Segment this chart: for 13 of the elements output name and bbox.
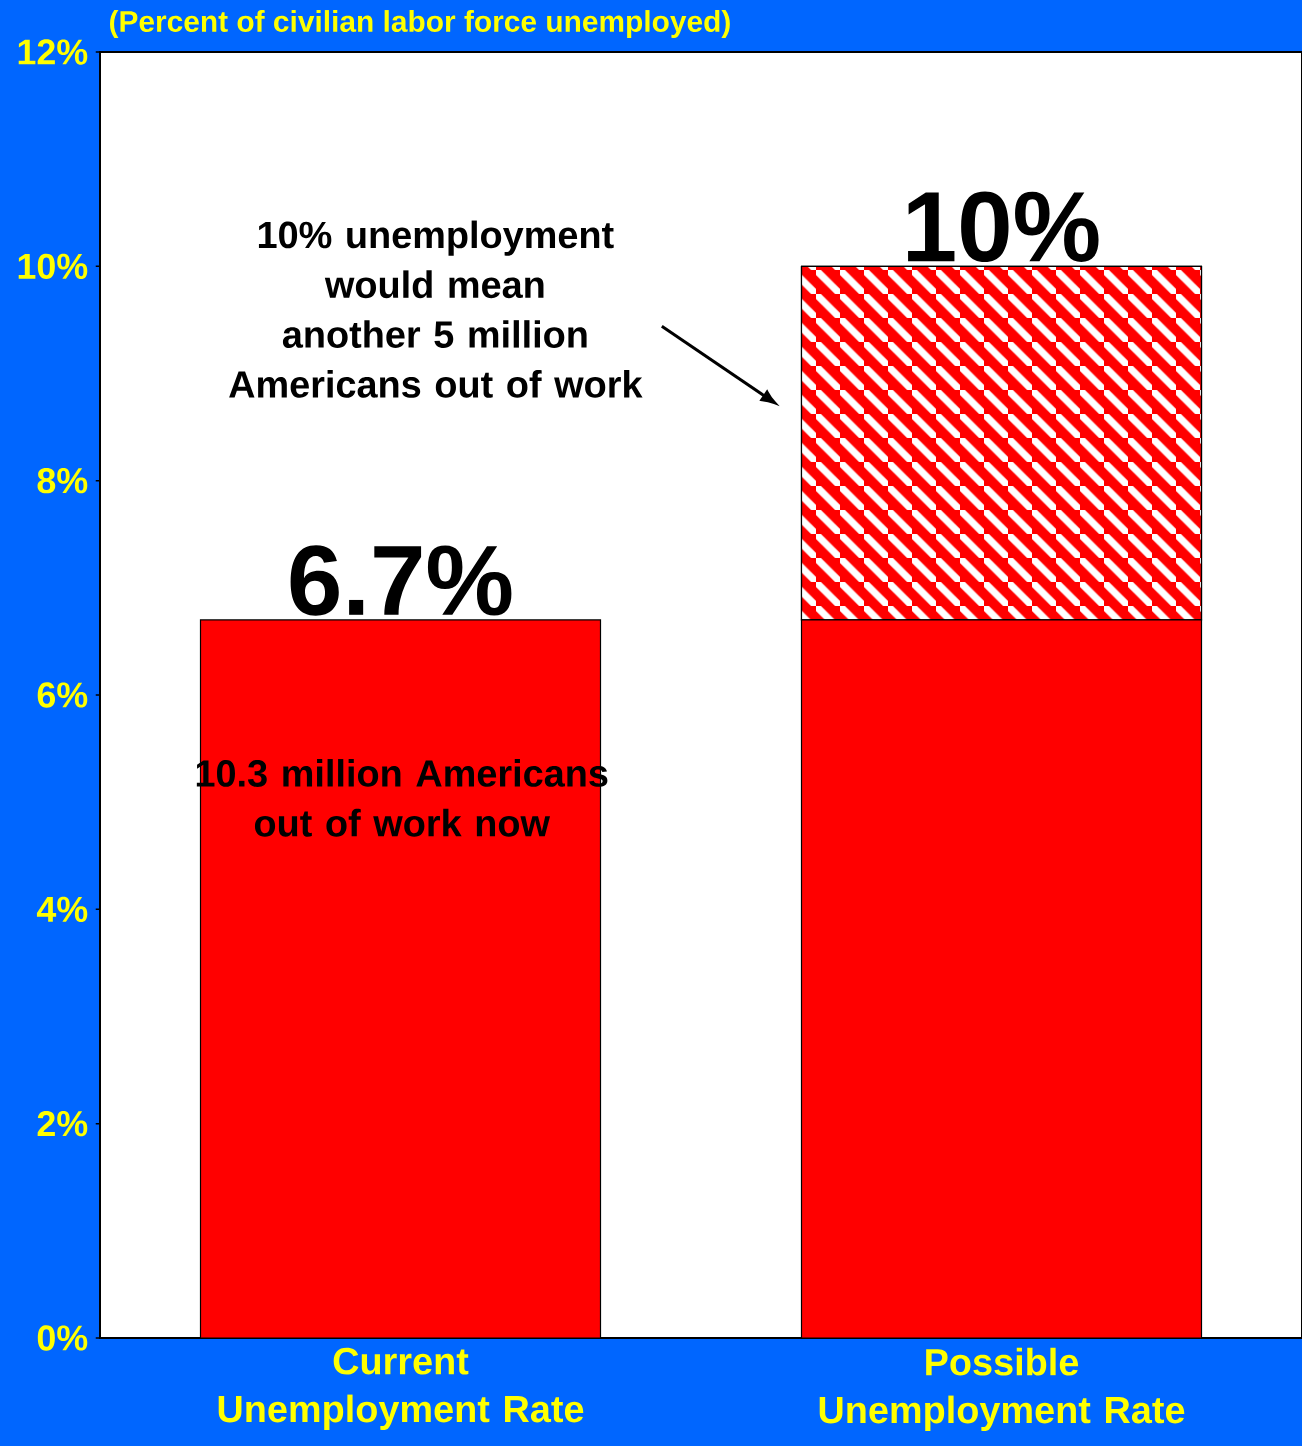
- y-tick-label: 10%: [18, 253, 88, 279]
- y-tick-label: 12%: [18, 39, 88, 65]
- y-tick-label: 6%: [37, 682, 88, 708]
- y-tick-label: 2%: [37, 1111, 88, 1137]
- annotation: 10% unemployment would mean another 5 million Americans out of work: [229, 220, 643, 398]
- total-label: 6.7%: [290, 545, 512, 616]
- x-tick-label: Current Unemployment Rate: [218, 1347, 584, 1430]
- chart-title: (Percent of civilian labor force unemployed): [110, 10, 730, 38]
- y-tick-label: 8%: [37, 467, 88, 494]
- x-tick-label: Possible Unemployment Rate: [819, 1347, 1185, 1431]
- y-tick-label: 0%: [37, 1325, 88, 1351]
- total-label: 10%: [908, 191, 1099, 263]
- y-tick-label: 4%: [36, 896, 88, 922]
